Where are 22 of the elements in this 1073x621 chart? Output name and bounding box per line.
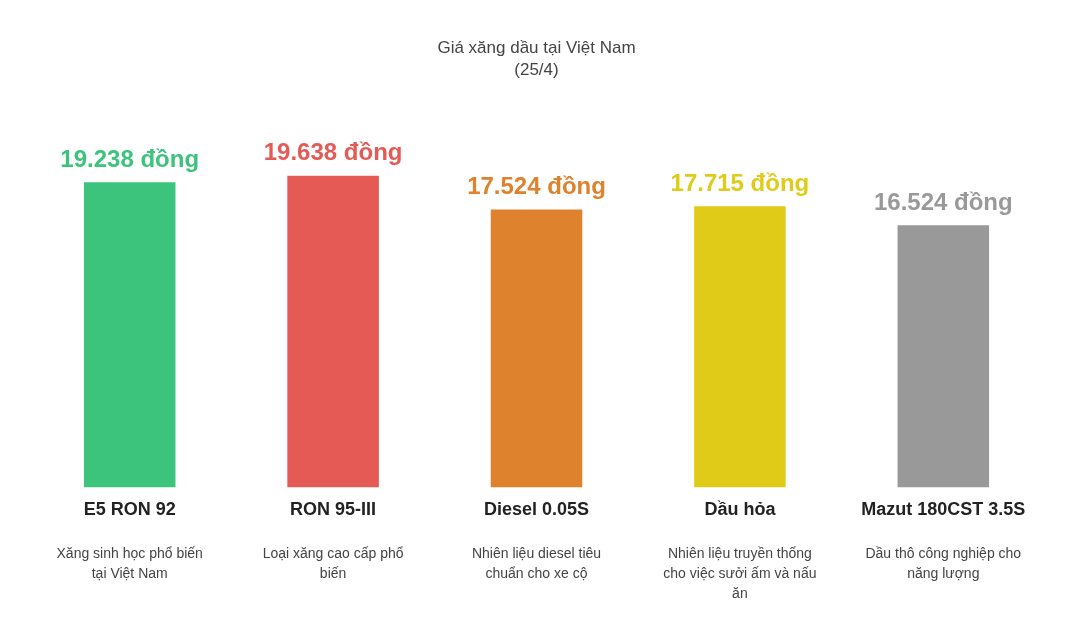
text: Nhiên liệu truyền thống cho việc sưởi ấm và nấu ăn — [663, 544, 817, 601]
bar — [897, 225, 990, 488]
bar — [694, 206, 786, 488]
text: Nhiên liệu diesel tiêu chuẩn cho xe cộ — [471, 544, 602, 581]
bar — [490, 209, 583, 488]
data-label: 17.715 đồng — [670, 168, 810, 196]
data-label: 19.238 đồng — [60, 144, 200, 172]
data-label: 19.638 đồng — [263, 138, 403, 166]
data-label: 16.524 đồng — [873, 187, 1013, 215]
bar — [83, 182, 176, 488]
text: Xăng sinh học phổ biến tại Việt Nam — [56, 544, 203, 581]
data-label: 17.524 đồng — [467, 172, 606, 200]
x-tick-label: Dầu hỏa — [704, 499, 777, 520]
chart-subtitle: (25/4) — [514, 60, 559, 80]
text: Dầu thô công nghiệp cho năng lượng — [865, 544, 1022, 581]
chart-title: Giá xăng dầu tại Việt Nam — [437, 37, 636, 57]
x-tick-label: E5 RON 92 — [83, 499, 176, 520]
x-tick-label: Diesel 0.05S — [483, 499, 590, 520]
text: Loại xăng cao cấp phổ biến — [262, 544, 404, 581]
x-tick-label: RON 95-III — [290, 499, 377, 520]
bar — [287, 175, 379, 488]
x-tick-label: Mazut 180CST 3.5S — [861, 499, 1026, 520]
